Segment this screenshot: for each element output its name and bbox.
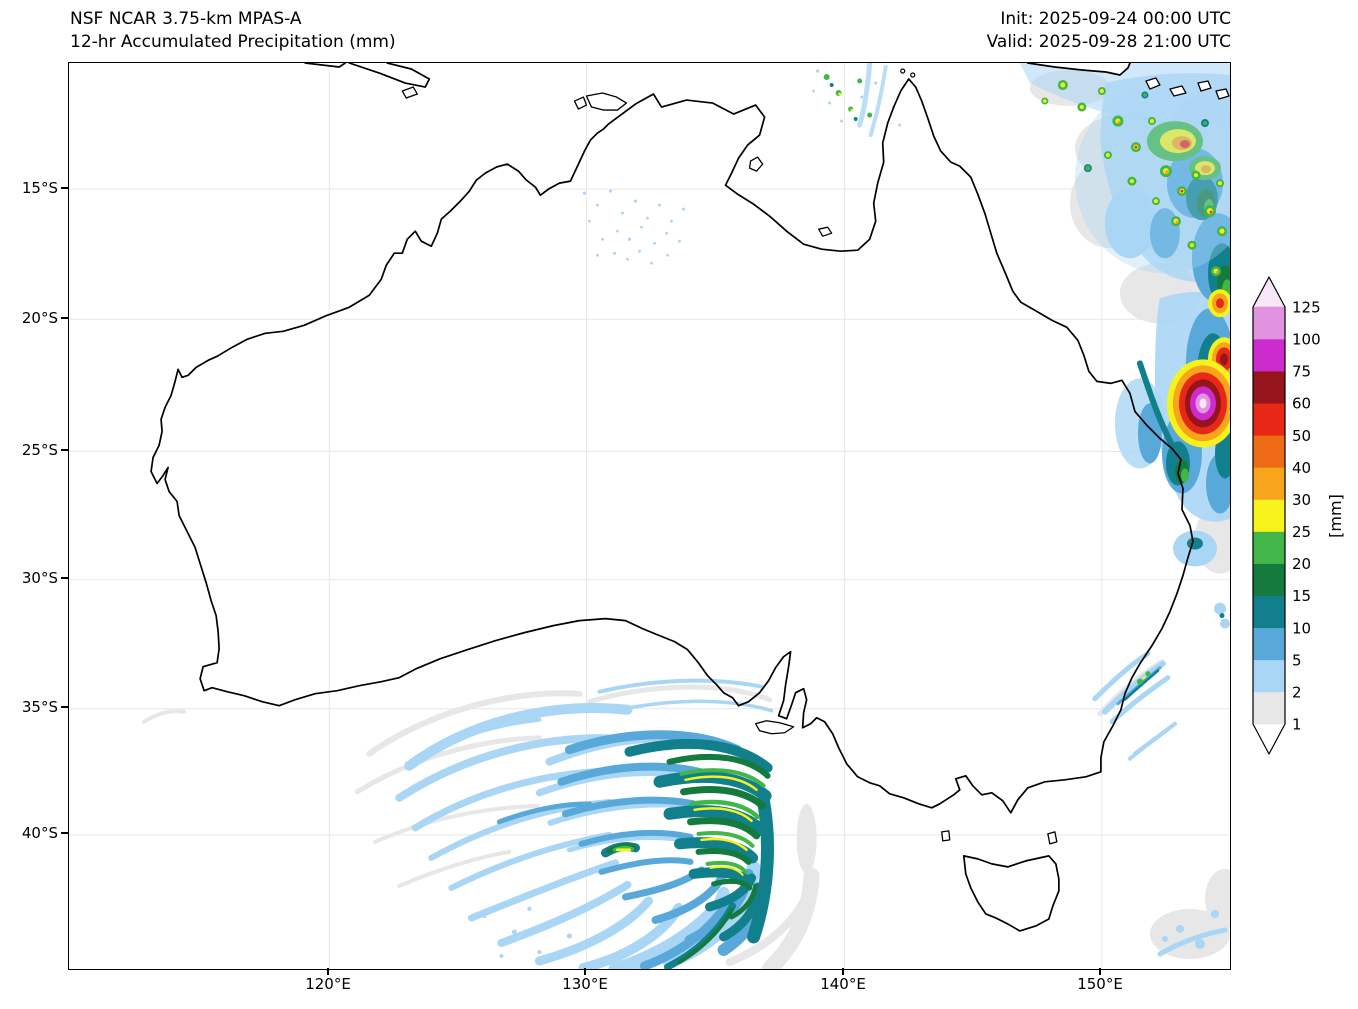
svg-text:2: 2 [1292, 683, 1302, 701]
y-tick-15s: 15°S [21, 179, 58, 197]
svg-text:30: 30 [1292, 491, 1311, 509]
y-tick-mark [61, 187, 68, 189]
svg-text:125: 125 [1292, 299, 1321, 317]
svg-text:15: 15 [1292, 587, 1311, 605]
gridlines [69, 63, 1230, 969]
y-tick-mark [61, 706, 68, 708]
svg-text:20: 20 [1292, 555, 1311, 573]
svg-text:100: 100 [1292, 331, 1321, 349]
y-tick-mark [61, 449, 68, 451]
coastline-australia [150, 78, 1194, 814]
y-tick-20s: 20°S [21, 309, 58, 327]
colorbar-unit-label: [mm] [1326, 494, 1345, 538]
y-tick-25s: 25°S [21, 441, 58, 459]
x-tick-150e: 150°E [1077, 975, 1123, 993]
svg-text:60: 60 [1292, 395, 1311, 413]
product-title: 12-hr Accumulated Precipitation (mm) [70, 32, 396, 52]
svg-text:25: 25 [1292, 523, 1311, 541]
svg-text:50: 50 [1292, 427, 1311, 445]
precip-southeast-corner [1149, 868, 1230, 959]
precip-nsw-coast [1092, 651, 1177, 761]
precip-interior-speckles [582, 189, 686, 265]
precip-southern-ocean-cyclone [354, 678, 820, 969]
x-tick-mark [842, 968, 844, 975]
map-svg [69, 63, 1230, 969]
valid-time: Valid: 2025-09-28 21:00 UTC [986, 32, 1231, 52]
time-block: Init: 2025-09-24 00:00 UTC Valid: 2025-0… [987, 8, 1231, 54]
y-tick-40s: 40°S [21, 824, 58, 842]
x-tick-mark [584, 968, 586, 975]
x-tick-130e: 130°E [562, 975, 608, 993]
map-panel [68, 62, 1231, 970]
x-tick-120e: 120°E [305, 975, 351, 993]
precip-top-end [812, 63, 902, 138]
svg-text:5: 5 [1292, 651, 1302, 669]
coastline-tasmania [962, 855, 1060, 932]
svg-text:10: 10 [1292, 619, 1311, 637]
y-tick-30s: 30°S [21, 569, 58, 587]
precip-coral-sea-cells [1041, 80, 1230, 277]
islands [304, 63, 1230, 845]
init-time: Init: 2025-09-24 00:00 UTC [1000, 9, 1231, 29]
svg-text:40: 40 [1292, 459, 1311, 477]
title-block: NSF NCAR 3.75-km MPAS-A 12-hr Accumulate… [70, 8, 396, 54]
x-tick-140e: 140°E [820, 975, 866, 993]
colorbar-outline [1252, 276, 1286, 755]
colorbar-fills [1253, 277, 1285, 754]
model-title: NSF NCAR 3.75-km MPAS-A [70, 9, 302, 29]
y-tick-mark [61, 832, 68, 834]
x-tick-mark [1099, 968, 1101, 975]
x-tick-mark [327, 968, 329, 975]
svg-text:75: 75 [1292, 363, 1311, 381]
y-tick-mark [61, 317, 68, 319]
precip-bight-wisp [142, 709, 187, 724]
svg-text:1: 1 [1292, 716, 1302, 734]
precip-queensland-coast [1019, 63, 1230, 629]
y-tick-mark [61, 577, 68, 579]
colorbar: 1 2 5 10 15 20 25 30 40 50 60 75 100 125 [mm] [1245, 250, 1358, 774]
y-tick-35s: 35°S [21, 698, 58, 716]
